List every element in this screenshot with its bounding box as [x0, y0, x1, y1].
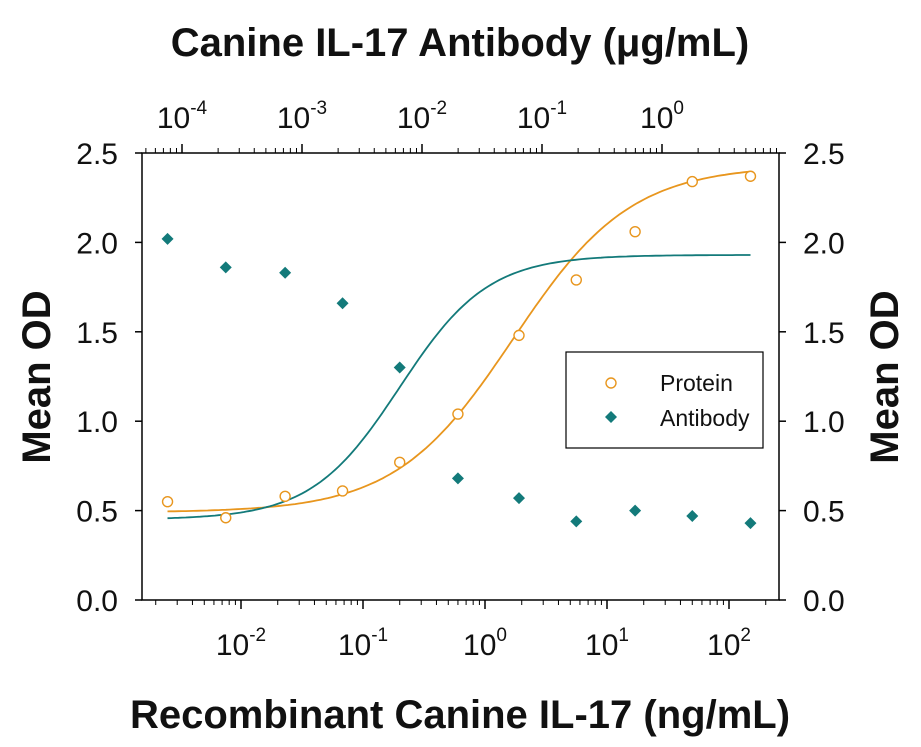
x-bottom-tick-label: 10-2: [216, 625, 266, 662]
data-point-protein: [686, 175, 698, 188]
y-tick-label-right: 0.5: [803, 496, 845, 529]
data-point-antibody: [336, 297, 349, 310]
y-axis-title-right: Mean OD: [863, 290, 907, 463]
data-point-protein: [279, 490, 291, 502]
y-tick-label-left: 2.0: [76, 227, 118, 260]
data-point-protein: [452, 408, 464, 420]
x-top-tick-label: 10-1: [517, 98, 567, 135]
data-point-protein: [161, 495, 174, 508]
y-tick-label-left: 2.5: [76, 138, 118, 171]
data-point-protein: [336, 485, 349, 497]
y-tick-label-left: 0.0: [76, 585, 118, 618]
y-tick-label-right: 2.5: [803, 138, 845, 171]
x-bottom-tick-label: 102: [707, 625, 751, 662]
y-tick-label-right: 2.0: [803, 227, 845, 260]
x-bottom-tick-label: 10-1: [338, 625, 388, 662]
y-tick-label-right: 1.5: [803, 317, 845, 350]
legend-antibody-marker: [605, 411, 617, 423]
x-top-tick-label: 10-4: [157, 98, 208, 135]
data-point-antibody: [451, 472, 464, 485]
data-point-antibody: [393, 361, 406, 374]
data-point-protein: [220, 512, 232, 524]
y-tick-label-right: 0.0: [803, 585, 845, 618]
data-point-antibody: [570, 515, 583, 528]
legend-protein-label: Protein: [660, 370, 733, 396]
data-point-protein: [744, 170, 757, 182]
data-point-antibody: [686, 509, 699, 522]
fit-curve-protein: [167, 170, 751, 513]
fit-curve-antibody: [167, 254, 751, 520]
x-top-tick-label: 10-3: [277, 98, 327, 135]
legend-box: [565, 351, 764, 449]
curves-layer: [167, 170, 751, 520]
ticks-layer: 0.0 0.0 0.5 0.5 1.0 1.0 1.5 1.5 2.0 2.0 2.5 2.5 10-2…: [76, 98, 844, 662]
plot-frame: [141, 152, 780, 601]
data-point-protein: [629, 225, 641, 238]
points-layer: [161, 170, 757, 530]
bottom-axis-title: Recombinant Canine IL-17 (ng/mL): [130, 693, 790, 737]
data-point-antibody: [219, 261, 232, 274]
data-point-antibody: [513, 492, 526, 505]
legend-protein-marker: [605, 377, 617, 389]
y-tick-label-left: 0.5: [76, 496, 118, 529]
x-top-tick-label: 100: [640, 98, 684, 135]
legend: Protein Antibody: [565, 351, 764, 449]
data-point-protein: [570, 274, 582, 286]
x-bottom-tick-label: 100: [463, 625, 507, 662]
data-point-antibody: [279, 266, 292, 279]
x-top-tick-label: 10-2: [397, 98, 447, 135]
y-tick-label-right: 1.0: [803, 406, 845, 439]
data-point-antibody: [161, 232, 174, 245]
y-tick-label-left: 1.0: [76, 406, 118, 439]
data-point-protein: [513, 329, 525, 342]
y-axis-title-left: Mean OD: [15, 290, 59, 463]
data-point-protein: [394, 456, 406, 469]
y-tick-label-left: 1.5: [76, 317, 118, 350]
x-bottom-tick-label: 101: [585, 625, 629, 662]
data-point-antibody: [744, 517, 757, 530]
top-axis-title: Canine IL-17 Antibody (μg/mL): [171, 21, 750, 65]
data-point-antibody: [629, 504, 642, 517]
legend-antibody-label: Antibody: [660, 405, 750, 431]
